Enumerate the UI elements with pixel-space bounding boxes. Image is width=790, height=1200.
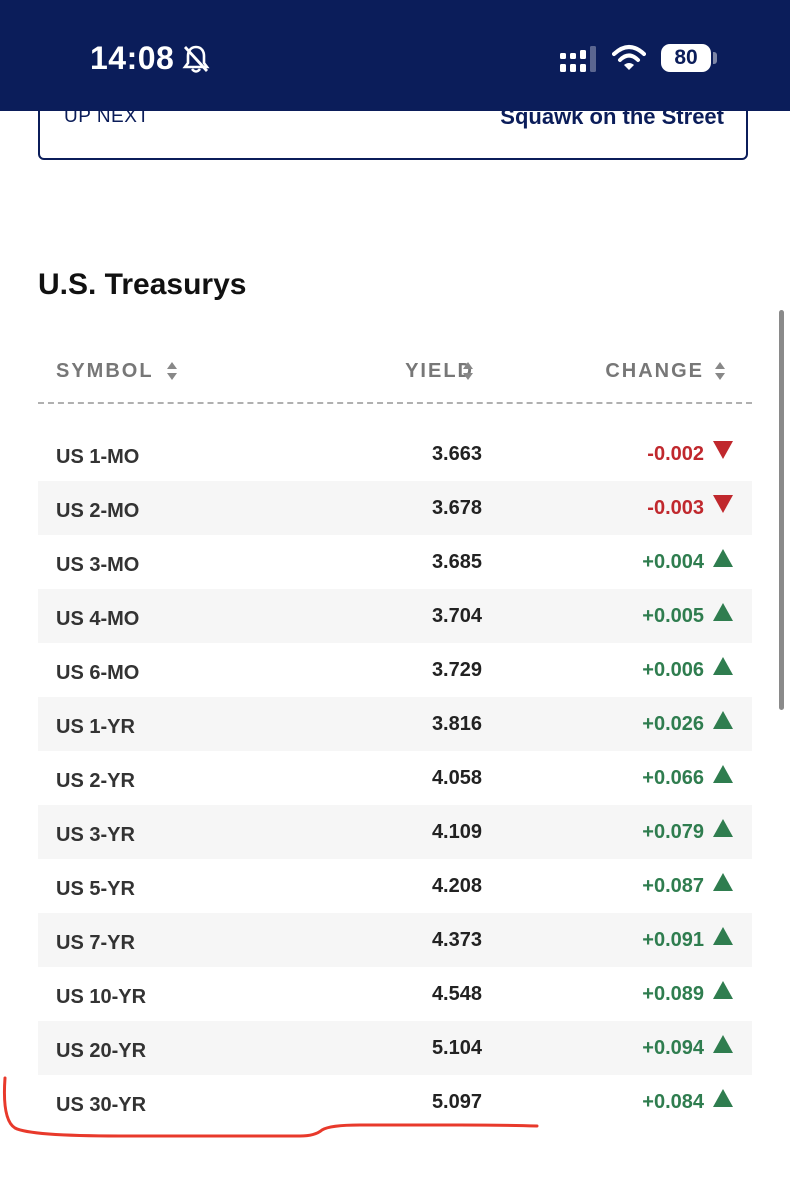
row-change: -0.002 bbox=[647, 443, 704, 465]
row-change: +0.079 bbox=[642, 821, 704, 843]
treasury-table: US 1-MO 3.663 -0.002 US 2-MO 3.678 -0.003 US 3… bbox=[38, 427, 752, 1129]
row-symbol[interactable]: US 7-YR bbox=[56, 932, 135, 954]
table-row[interactable]: US 1-YR 3.816 +0.026 bbox=[38, 697, 752, 751]
row-symbol[interactable]: US 20-YR bbox=[56, 1040, 147, 1062]
row-symbol[interactable]: US 3-YR bbox=[56, 824, 135, 846]
row-yield: 3.704 bbox=[431, 605, 482, 627]
row-yield: 4.373 bbox=[431, 929, 482, 951]
cellular-signal-icon bbox=[560, 46, 596, 72]
arrow-up-icon bbox=[713, 873, 733, 891]
arrow-up-icon bbox=[713, 711, 733, 729]
row-symbol[interactable]: US 1-MO bbox=[56, 446, 140, 468]
table-header: SYMBOL YIELD CHANGE bbox=[38, 350, 752, 404]
row-yield: 3.663 bbox=[431, 443, 482, 465]
table-row[interactable]: US 20-YR 5.104 +0.094 bbox=[38, 1021, 752, 1075]
arrow-up-icon bbox=[713, 981, 733, 999]
row-change: +0.094 bbox=[642, 1037, 704, 1059]
section-title: U.S. Treasurys bbox=[38, 268, 247, 301]
table-row[interactable]: US 3-MO 3.685 +0.004 bbox=[38, 535, 752, 589]
red-underline-annotation bbox=[3, 1076, 539, 1138]
arrow-up-icon bbox=[713, 765, 733, 783]
row-symbol[interactable]: US 1-YR bbox=[56, 716, 135, 738]
row-change: +0.084 bbox=[642, 1091, 704, 1113]
wifi-icon bbox=[612, 45, 646, 70]
table-row[interactable]: US 4-MO 3.704 +0.005 bbox=[38, 589, 752, 643]
row-change: +0.089 bbox=[642, 983, 704, 1005]
battery-icon: 80 bbox=[661, 44, 711, 72]
row-yield: 3.685 bbox=[431, 551, 482, 573]
bell-slash-icon bbox=[182, 45, 210, 73]
row-symbol[interactable]: US 10-YR bbox=[56, 986, 147, 1008]
column-header-symbol[interactable]: SYMBOL bbox=[56, 360, 154, 382]
arrow-up-icon bbox=[713, 819, 733, 837]
status-bar: 14:08 80 bbox=[0, 0, 790, 111]
row-yield: 5.104 bbox=[431, 1037, 482, 1059]
sort-icon[interactable] bbox=[714, 360, 726, 382]
arrow-down-icon bbox=[713, 441, 733, 459]
sort-icon[interactable] bbox=[166, 360, 178, 382]
table-row[interactable]: US 6-MO 3.729 +0.006 bbox=[38, 643, 752, 697]
row-yield: 3.729 bbox=[431, 659, 482, 681]
row-yield: 3.678 bbox=[431, 497, 482, 519]
row-yield: 3.816 bbox=[431, 713, 482, 735]
row-yield: 4.109 bbox=[431, 821, 482, 843]
arrow-down-icon bbox=[713, 495, 733, 513]
table-row[interactable]: US 10-YR 4.548 +0.089 bbox=[38, 967, 752, 1021]
row-yield: 4.208 bbox=[431, 875, 482, 897]
arrow-up-icon bbox=[713, 1089, 733, 1107]
table-row[interactable]: US 2-YR 4.058 +0.066 bbox=[38, 751, 752, 805]
arrow-up-icon bbox=[713, 549, 733, 567]
row-change: +0.006 bbox=[642, 659, 704, 681]
table-row[interactable]: US 5-YR 4.208 +0.087 bbox=[38, 859, 752, 913]
table-row[interactable]: US 1-MO 3.663 -0.002 bbox=[38, 427, 752, 481]
column-header-change[interactable]: CHANGE bbox=[605, 360, 704, 382]
column-header-yield[interactable]: YIELD bbox=[405, 360, 474, 382]
row-symbol[interactable]: US 5-YR bbox=[56, 878, 135, 900]
table-row[interactable]: US 2-MO 3.678 -0.003 bbox=[38, 481, 752, 535]
row-symbol[interactable]: US 4-MO bbox=[56, 608, 140, 630]
table-row[interactable]: US 3-YR 4.109 +0.079 bbox=[38, 805, 752, 859]
status-time: 14:08 bbox=[90, 40, 175, 76]
row-change: +0.004 bbox=[642, 551, 704, 573]
battery-tip bbox=[713, 52, 717, 64]
row-symbol[interactable]: US 2-MO bbox=[56, 500, 140, 522]
arrow-up-icon bbox=[713, 603, 733, 621]
row-symbol[interactable]: US 2-YR bbox=[56, 770, 135, 792]
sort-icon[interactable] bbox=[462, 360, 474, 382]
row-symbol[interactable]: US 30-YR bbox=[56, 1094, 147, 1116]
up-next-label: UP NEXT bbox=[64, 106, 150, 127]
row-yield: 4.058 bbox=[431, 767, 482, 789]
battery-level: 80 bbox=[674, 46, 698, 69]
table-row[interactable]: US 30-YR 5.097 +0.084 bbox=[38, 1075, 752, 1129]
row-change: +0.026 bbox=[642, 713, 704, 735]
row-yield: 4.548 bbox=[431, 983, 482, 1005]
arrow-up-icon bbox=[713, 927, 733, 945]
arrow-up-icon bbox=[713, 1035, 733, 1053]
table-row[interactable]: US 7-YR 4.373 +0.091 bbox=[38, 913, 752, 967]
row-change: -0.003 bbox=[647, 497, 704, 519]
row-change: +0.091 bbox=[642, 929, 704, 951]
scrollbar[interactable] bbox=[779, 310, 784, 710]
row-symbol[interactable]: US 3-MO bbox=[56, 554, 140, 576]
arrow-up-icon bbox=[713, 657, 733, 675]
row-change: +0.087 bbox=[642, 875, 704, 897]
row-change: +0.066 bbox=[642, 767, 704, 789]
row-yield: 5.097 bbox=[431, 1091, 482, 1113]
row-change: +0.005 bbox=[642, 605, 704, 627]
row-symbol[interactable]: US 6-MO bbox=[56, 662, 140, 684]
